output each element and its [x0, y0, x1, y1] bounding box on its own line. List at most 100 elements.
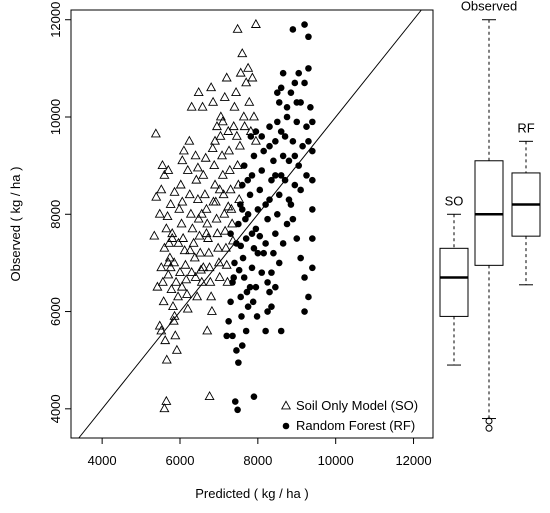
so-point	[201, 228, 212, 238]
rf-point	[266, 288, 273, 296]
rf-point	[283, 103, 291, 111]
rf-point	[250, 245, 258, 252]
so-point	[173, 237, 184, 247]
rf-point	[244, 210, 252, 218]
so-point	[237, 48, 248, 58]
so-point	[201, 203, 212, 213]
rf-point	[277, 172, 285, 179]
so-point	[194, 230, 205, 240]
rf-point	[262, 327, 269, 335]
legend: Soil Only Model (SO) Random Forest (RF)	[280, 398, 418, 433]
rf-point	[309, 118, 316, 126]
box-outlier	[485, 417, 493, 425]
so-point	[169, 186, 180, 196]
so-point	[202, 218, 213, 228]
so-point	[225, 184, 236, 194]
x-tick-label: 4000	[88, 453, 117, 468]
so-point	[208, 96, 219, 106]
so-point	[193, 87, 204, 97]
so-point	[189, 252, 200, 262]
so-point	[219, 208, 230, 218]
rf-point	[291, 181, 299, 189]
rf-point	[305, 65, 312, 72]
so-point	[190, 271, 201, 281]
y-tick-label: 6000	[48, 297, 63, 326]
boxplot-observed: Observed	[461, 0, 517, 432]
rf-point	[256, 232, 264, 240]
so-point	[174, 203, 185, 213]
so-point	[206, 291, 217, 301]
boxplot-rf: RF	[511, 120, 541, 286]
so-point	[195, 247, 206, 257]
so-point	[191, 174, 202, 184]
rf-point	[246, 283, 254, 291]
rf-point	[297, 186, 304, 194]
so-point	[215, 130, 226, 140]
rf-point	[238, 206, 246, 213]
x-tick-label: 10000	[318, 453, 354, 468]
so-point	[181, 274, 192, 284]
rf-point	[235, 359, 242, 366]
rf-point	[235, 220, 242, 228]
so-point	[211, 213, 222, 223]
rf-point	[275, 191, 283, 199]
so-point	[177, 196, 188, 206]
so-point	[179, 245, 190, 255]
so-point	[198, 169, 209, 179]
so-point	[193, 213, 204, 223]
so-point	[229, 101, 240, 111]
so-point	[200, 152, 211, 162]
rf-point	[303, 172, 310, 179]
so-point	[217, 169, 228, 179]
rf-point	[275, 99, 283, 106]
so-point	[181, 288, 193, 298]
rf-point	[238, 342, 246, 349]
rf-point	[301, 308, 308, 315]
rf-point	[242, 215, 249, 223]
rf-point	[240, 162, 248, 169]
rf-point	[272, 283, 279, 291]
so-point	[220, 225, 231, 235]
so-point	[156, 184, 167, 194]
so-point	[167, 232, 178, 242]
so-point	[231, 130, 242, 140]
rf-point	[260, 249, 267, 257]
so-point	[234, 194, 245, 204]
rf-point	[227, 298, 234, 306]
so-point	[169, 257, 180, 267]
so-point	[214, 184, 225, 194]
so-point	[151, 191, 162, 201]
so-point	[173, 291, 184, 301]
y-axis-label: Observed ( kg / ha )	[8, 167, 23, 282]
so-point	[204, 390, 215, 401]
so-point	[165, 262, 176, 272]
so-point	[171, 276, 182, 286]
rf-point	[258, 167, 266, 174]
y-tick-label: 8000	[48, 200, 63, 229]
so-point	[184, 135, 195, 145]
rf-point	[270, 249, 277, 257]
rf-point	[277, 84, 285, 92]
so-point	[224, 164, 235, 174]
so-point	[188, 237, 199, 247]
rf-point	[291, 152, 299, 160]
so-point	[180, 259, 191, 269]
rf-point	[253, 313, 261, 320]
rf-point	[268, 303, 275, 310]
scatter-plot-frame	[70, 9, 434, 439]
rf-point	[246, 191, 254, 199]
so-point	[248, 111, 259, 121]
so-point	[161, 354, 172, 364]
rf-point	[231, 398, 239, 405]
rf-point	[268, 176, 275, 184]
so-point	[162, 211, 173, 221]
so-point	[250, 18, 261, 28]
rf-point	[254, 206, 262, 213]
so-point	[199, 189, 210, 199]
rf-point	[289, 138, 297, 145]
rf-point	[272, 230, 279, 238]
so-point	[164, 237, 175, 247]
rf-point	[303, 123, 310, 131]
rf-point	[252, 225, 260, 233]
rf-point	[262, 240, 269, 247]
